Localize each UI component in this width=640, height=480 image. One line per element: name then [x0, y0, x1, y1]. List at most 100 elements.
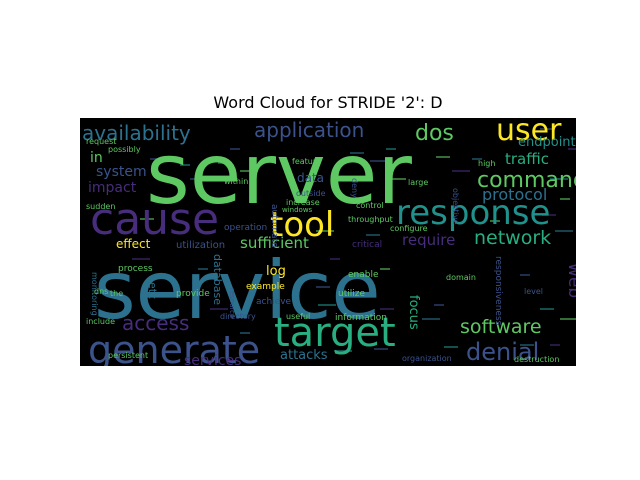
- minor-word-mark: [318, 304, 336, 306]
- word-traffic: traffic: [505, 150, 549, 168]
- word-persistent: persistent: [108, 351, 148, 360]
- word-log: log: [266, 264, 286, 279]
- word-organization: organization: [402, 354, 452, 363]
- word-network: network: [474, 227, 551, 249]
- minor-word-mark: [422, 318, 440, 320]
- minor-word-mark: [132, 258, 150, 260]
- word-command: command: [477, 168, 576, 193]
- minor-word-mark: [316, 230, 334, 232]
- word-application: application: [254, 118, 364, 142]
- word-useful: useful: [286, 312, 310, 321]
- word-configure: configure: [390, 224, 428, 233]
- minor-word-mark: [550, 344, 560, 346]
- minor-word-mark: [520, 344, 534, 346]
- word-focus: focus: [406, 295, 421, 330]
- word-include: include: [86, 317, 115, 326]
- minor-word-mark: [210, 308, 228, 310]
- word-web: web: [564, 263, 576, 298]
- word-denial: denial: [466, 338, 539, 366]
- word-destruction: destruction: [514, 355, 559, 364]
- word-utilization: utilization: [176, 240, 225, 251]
- word-domain: domain: [446, 273, 476, 282]
- word-protocol: protocol: [482, 185, 547, 204]
- word-automate: automate: [269, 204, 279, 248]
- word-process: process: [118, 264, 153, 274]
- chart-title: Word Cloud for STRIDE '2': D: [213, 93, 443, 112]
- word-dos: dos: [415, 121, 454, 146]
- minor-word-mark: [560, 198, 570, 200]
- minor-word-mark: [366, 234, 380, 236]
- word-directory: directory: [220, 312, 256, 321]
- word-windows: windows: [282, 206, 313, 214]
- word-critical: critical: [352, 240, 382, 250]
- minor-word-mark: [542, 214, 556, 216]
- word-operation: operation: [224, 223, 267, 233]
- minor-word-mark: [380, 308, 394, 310]
- word-impact: impact: [88, 180, 137, 196]
- minor-word-mark: [472, 158, 482, 160]
- word-tool: tool: [270, 205, 334, 245]
- word-software: software: [460, 316, 542, 338]
- word-within: within: [224, 177, 248, 186]
- word-target: target: [274, 310, 396, 356]
- minor-word-mark: [334, 350, 352, 352]
- minor-word-mark: [370, 160, 388, 162]
- word-level: level: [524, 287, 543, 296]
- word-cloud: server service cause target generate response…: [80, 118, 576, 366]
- word-throughput: throughput: [348, 215, 393, 224]
- minor-word-mark: [540, 128, 554, 130]
- minor-word-mark: [434, 304, 444, 306]
- minor-word-mark: [444, 346, 458, 348]
- minor-word-mark: [560, 318, 576, 320]
- minor-word-mark: [140, 218, 154, 220]
- word-effect: effect: [116, 237, 151, 251]
- word-monitoring: monitoring: [90, 272, 99, 316]
- word-achieve: achieve: [256, 297, 292, 307]
- word-deny: deny: [350, 178, 359, 198]
- minor-word-mark: [316, 286, 330, 288]
- word-in: in: [90, 150, 103, 166]
- minor-word-mark: [452, 170, 470, 172]
- minor-word-mark: [386, 148, 396, 150]
- minor-word-mark: [555, 230, 573, 232]
- minor-word-mark: [436, 156, 450, 158]
- word-data: data: [297, 171, 324, 185]
- word-user: user: [496, 118, 562, 148]
- word-high: high: [478, 159, 495, 168]
- word-request: request: [86, 137, 116, 146]
- word-availability: availability: [82, 121, 191, 145]
- word-enable: enable: [348, 270, 379, 280]
- minor-word-mark: [240, 332, 250, 334]
- word-resource: resource: [228, 288, 236, 318]
- word-etc: etc: [146, 282, 159, 299]
- word-attacks: attacks: [280, 348, 328, 363]
- minor-word-mark: [190, 178, 208, 180]
- word-outside: outside: [296, 189, 326, 198]
- minor-word-mark: [490, 220, 500, 222]
- word-feature: feature: [292, 157, 321, 166]
- minor-word-mark: [218, 162, 232, 164]
- minor-word-mark: [392, 178, 406, 180]
- word-system: system: [96, 164, 147, 180]
- word-endpoint: endpoint: [518, 135, 576, 150]
- word-utilize: utilize: [338, 289, 365, 299]
- word-dns: dns: [94, 287, 108, 296]
- minor-word-mark: [330, 258, 340, 260]
- minor-word-mark: [520, 274, 530, 276]
- minor-word-mark: [350, 152, 364, 154]
- word-provide: provide: [176, 289, 210, 299]
- minor-word-mark: [198, 268, 208, 270]
- minor-word-mark: [240, 170, 258, 172]
- minor-word-mark: [204, 176, 214, 178]
- word-large: large: [408, 178, 428, 187]
- minor-word-mark: [180, 164, 190, 166]
- minor-word-mark: [230, 148, 240, 150]
- word-responsiveness: responsiveness: [493, 256, 503, 326]
- word-increase: increase: [286, 198, 320, 207]
- word-server: server: [146, 125, 412, 223]
- minor-word-mark: [540, 308, 554, 310]
- word-cause: cause: [90, 194, 219, 245]
- word-service: service: [94, 244, 381, 337]
- minor-word-mark: [374, 348, 388, 350]
